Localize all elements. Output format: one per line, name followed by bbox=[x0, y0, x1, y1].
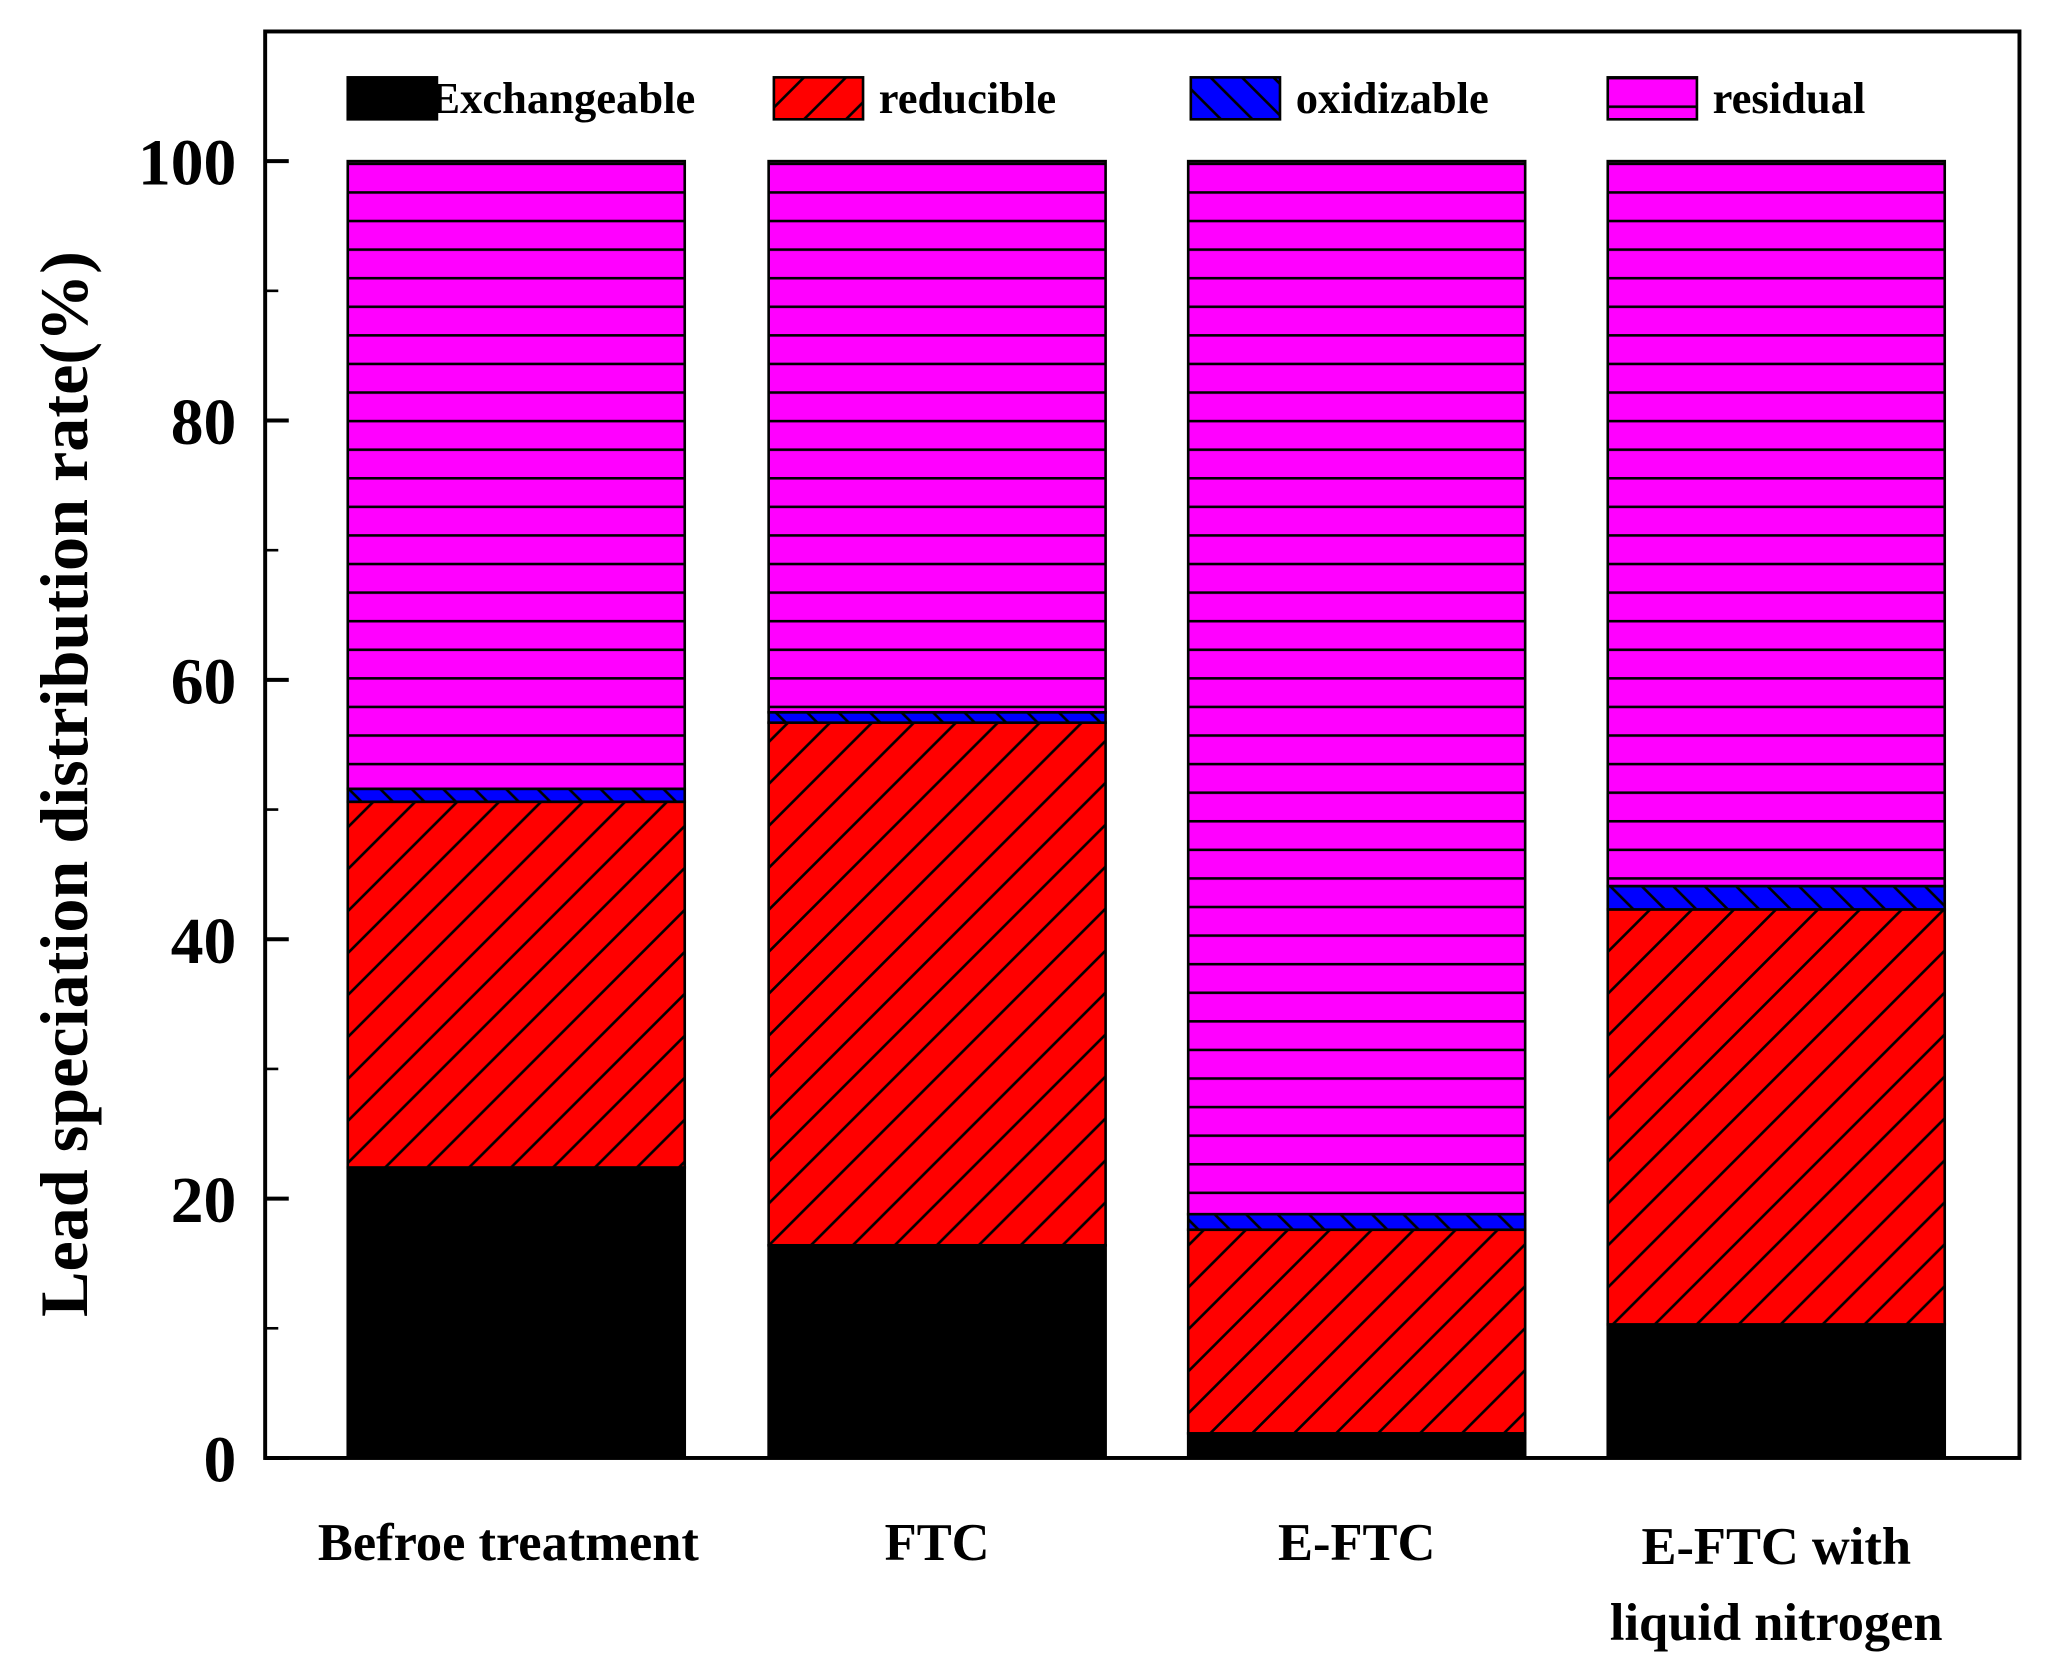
legend-item-reducible: reducible bbox=[772, 73, 1056, 123]
bar-residual-3 bbox=[1606, 159, 1947, 888]
legend: Exchangeable reducible oxidizable residual bbox=[346, 73, 1866, 123]
y-axis-label: Lead speciation distribution rate(%) bbox=[26, 251, 102, 1317]
bar-reducible-3 bbox=[1606, 908, 1947, 1326]
legend-swatch-residual bbox=[1606, 76, 1699, 121]
bar-oxidizable-0 bbox=[346, 787, 687, 804]
legend-label-exchangeable: Exchangeable bbox=[430, 73, 695, 123]
legend-swatch-oxidizable bbox=[1189, 76, 1282, 121]
bar-reducible-0 bbox=[346, 800, 687, 1169]
bar-residual-2 bbox=[1186, 159, 1527, 1216]
legend-label-residual: residual bbox=[1713, 73, 1866, 123]
bar-reducible-1 bbox=[767, 721, 1107, 1247]
bar-oxidizable-1 bbox=[767, 710, 1107, 724]
x-tick-label-3: liquid nitrogen bbox=[1610, 1594, 1943, 1652]
bar-residual-1 bbox=[767, 159, 1107, 714]
legend-label-oxidizable: oxidizable bbox=[1296, 73, 1489, 123]
bar-exchangeable-0 bbox=[346, 1166, 687, 1460]
legend-item-residual: residual bbox=[1606, 73, 1866, 123]
bar-oxidizable-2 bbox=[1186, 1212, 1527, 1232]
legend-item-exchangeable: Exchangeable bbox=[346, 73, 695, 123]
bar-exchangeable-2 bbox=[1186, 1432, 1527, 1460]
y-tick-label-40: 40 bbox=[171, 906, 237, 978]
legend-label-reducible: reducible bbox=[879, 73, 1056, 123]
plot-frame bbox=[263, 29, 2022, 1460]
bars bbox=[346, 159, 1947, 1460]
legend-item-oxidizable: oxidizable bbox=[1189, 73, 1489, 123]
x-tick-label-2: E-FTC bbox=[1278, 1514, 1435, 1572]
legend-swatch-exchangeable bbox=[346, 76, 439, 121]
x-axis: Befroe treatment FTC E-FTC E-FTC with liquid… bbox=[318, 1514, 1943, 1652]
x-tick-label-1: FTC bbox=[885, 1514, 990, 1572]
y-tick-label-60: 60 bbox=[171, 646, 237, 718]
bar-exchangeable-3 bbox=[1606, 1323, 1947, 1460]
bar-reducible-2 bbox=[1186, 1228, 1527, 1435]
x-tick-label-0: Befroe treatment bbox=[318, 1514, 700, 1572]
bar-exchangeable-1 bbox=[767, 1243, 1107, 1460]
bar-oxidizable-3 bbox=[1606, 884, 1947, 911]
y-tick-label-0: 0 bbox=[204, 1425, 237, 1497]
bar-residual-0 bbox=[346, 159, 687, 791]
legend-swatch-reducible bbox=[772, 76, 865, 121]
x-tick-label-3: E-FTC with bbox=[1641, 1518, 1910, 1576]
y-tick-label-80: 80 bbox=[171, 387, 237, 459]
y-tick-label-100: 100 bbox=[138, 128, 236, 200]
y-tick-label-20: 20 bbox=[171, 1165, 237, 1237]
y-axis: 0 20 40 60 80 100 bbox=[138, 128, 289, 1497]
